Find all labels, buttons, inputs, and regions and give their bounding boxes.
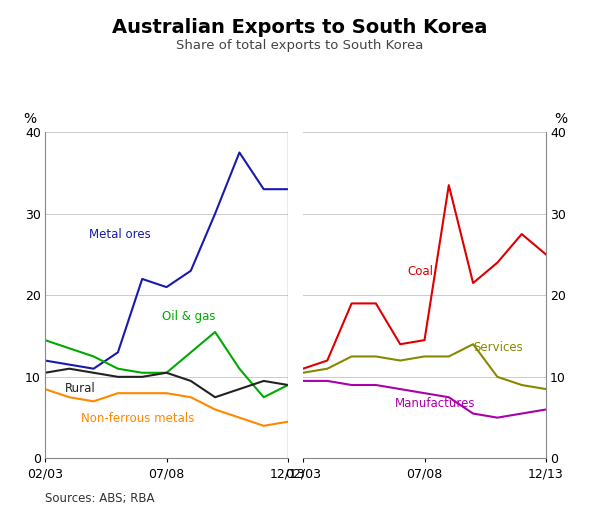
Text: Rural: Rural [64, 382, 95, 395]
Text: Australian Exports to South Korea: Australian Exports to South Korea [112, 18, 488, 37]
Text: Sources: ABS; RBA: Sources: ABS; RBA [45, 492, 155, 505]
Text: Manufactures: Manufactures [395, 397, 476, 410]
Text: %: % [555, 111, 568, 125]
Text: Share of total exports to South Korea: Share of total exports to South Korea [176, 39, 424, 52]
Text: Metal ores: Metal ores [89, 228, 151, 241]
Text: Coal: Coal [407, 265, 433, 278]
Text: Oil & gas: Oil & gas [161, 310, 215, 323]
Text: Non-ferrous metals: Non-ferrous metals [82, 412, 195, 425]
Text: %: % [23, 111, 36, 125]
Text: Services: Services [473, 341, 523, 354]
